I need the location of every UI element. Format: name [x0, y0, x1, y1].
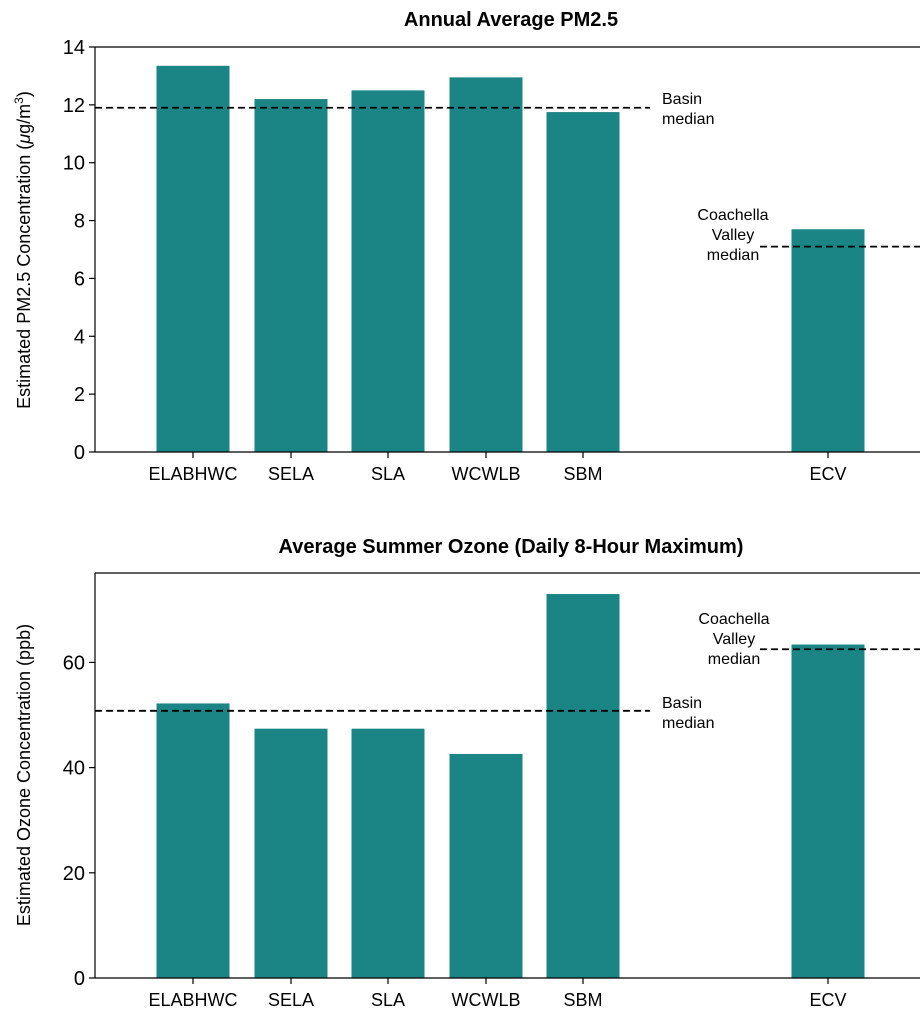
ozone-x-tick-label-ecv: ECV — [809, 990, 846, 1010]
ozone-y-ticks: 0 20 40 60 — [63, 652, 95, 990]
pm25-y-ticks: 0 2 4 6 8 10 12 14 — [63, 37, 95, 464]
pm25-bar-sela — [254, 99, 328, 453]
ozone-bar-sla — [351, 728, 425, 978]
ozone-bar-elabhwc — [156, 703, 230, 978]
ozone-bar-ecv — [791, 644, 865, 978]
pm25-x-tick-label-sla: SLA — [371, 464, 405, 484]
ozone-bar-sbm — [546, 594, 620, 978]
ozone-median-lines — [95, 648, 920, 712]
pm25-y-tick-label: 0 — [74, 442, 85, 464]
pm25-median-label-basin: Basin median — [662, 91, 714, 128]
ozone-x-tick-label-sla: SLA — [371, 990, 405, 1010]
pm25-median-lines — [95, 106, 920, 248]
pm25-x-tick-label-ecv: ECV — [809, 464, 846, 484]
pm25-y-tick-label: 8 — [74, 211, 85, 233]
pm25-title: Annual Average PM2.5 — [404, 9, 618, 31]
pm25-x-tick-label-sela: SELA — [268, 464, 314, 484]
ozone-median-label-basin: Basin median — [662, 695, 714, 732]
pm25-x-ticks: ELABHWC SELA SLA WCWLB SBM ECV — [148, 452, 847, 484]
ozone-median-label-coachella: Coachella Valley median — [698, 611, 769, 668]
pm25-y-tick-label: 2 — [74, 384, 85, 406]
ozone-bar-sela — [254, 728, 328, 978]
ozone-x-tick-label-sbm: SBM — [563, 990, 602, 1010]
ozone-axes — [94, 572, 920, 979]
ozone-y-tick-label: 60 — [63, 652, 85, 674]
pm25-median-label-coachella: Coachella Valley median — [697, 207, 768, 264]
pm25-bar-sbm — [546, 112, 620, 452]
pm25-bar-sla — [351, 90, 425, 453]
pm25-median-labels: Basin median Coachella Valley median — [662, 91, 769, 264]
ozone-median-labels: Basin median Coachella Valley median — [662, 611, 770, 732]
pm25-bars — [156, 65, 865, 453]
ozone-y-tick-label: 0 — [74, 968, 85, 990]
ozone-x-tick-label-elabhwc: ELABHWC — [148, 990, 237, 1010]
pm25-y-tick-label: 10 — [63, 153, 85, 175]
pm25-y-tick-label: 12 — [63, 95, 85, 117]
pm25-y-tick-label: 6 — [74, 268, 85, 290]
ozone-x-tick-label-sela: SELA — [268, 990, 314, 1010]
pm25-ylabel: Estimated PM2.5 Concentration (μg/m3) — [12, 91, 34, 409]
pm25-x-tick-label-wcwlb: WCWLB — [452, 464, 521, 484]
ozone-y-tick-label: 40 — [63, 758, 85, 780]
ozone-x-tick-label-wcwlb: WCWLB — [452, 990, 521, 1010]
ozone-y-tick-label: 20 — [63, 863, 85, 885]
ozone-chart: Average Summer Ozone (Daily 8-Hour Maxim… — [14, 536, 920, 1010]
pm25-bar-ecv — [791, 229, 865, 452]
pm25-x-tick-label-sbm: SBM — [563, 464, 602, 484]
pm25-chart: Annual Average PM2.5 Estimated PM2.5 Con… — [12, 9, 920, 484]
ozone-x-ticks: ELABHWC SELA SLA WCWLB SBM ECV — [148, 978, 847, 1010]
ozone-title: Average Summer Ozone (Daily 8-Hour Maxim… — [279, 536, 744, 558]
pm25-y-tick-label: 4 — [74, 326, 85, 348]
ozone-bar-wcwlb — [449, 753, 523, 978]
pm25-bar-elabhwc — [156, 65, 230, 452]
pm25-bar-wcwlb — [449, 77, 523, 452]
pm25-x-tick-label-elabhwc: ELABHWC — [148, 464, 237, 484]
pm25-y-tick-label: 14 — [63, 37, 85, 59]
ozone-bars — [156, 594, 865, 978]
pm25-axes — [94, 46, 920, 453]
ozone-ylabel: Estimated Ozone Concentration (ppb) — [14, 624, 34, 926]
